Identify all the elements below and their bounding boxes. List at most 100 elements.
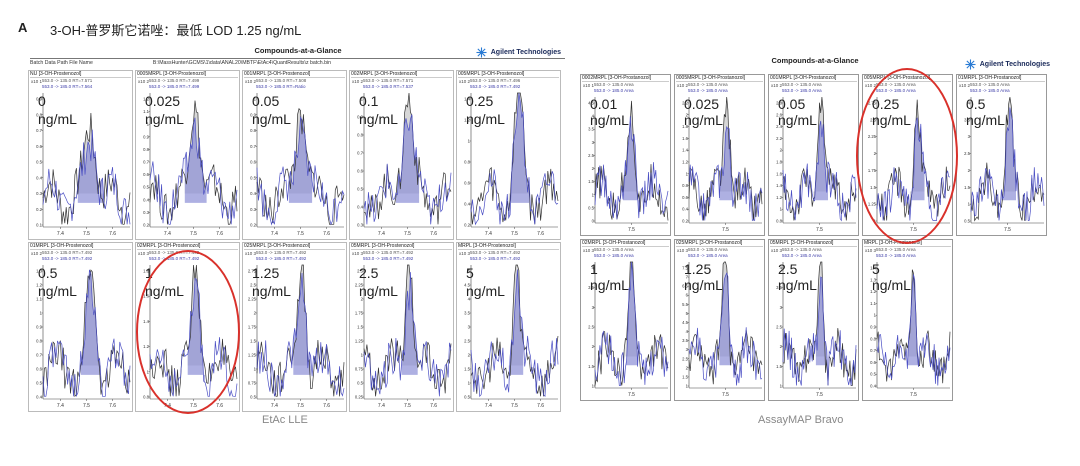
- chromatogram-cell: 4 3.5 3 2.5 2 1.5 1 7.5 02MRPL [3-OH-Prostanozol…: [580, 239, 671, 401]
- y-tick-label: 0.6: [682, 195, 688, 200]
- x-tick-label: 7.5: [722, 227, 729, 233]
- series-line-185: [688, 125, 763, 222]
- series-line-135: [876, 269, 951, 384]
- y-tick-label: 1: [686, 384, 689, 389]
- y-tick-label: 0.6: [143, 172, 149, 177]
- figure-letter: A: [18, 20, 28, 35]
- y-tick-label: 4.5: [682, 320, 688, 325]
- y-tick-label: 4.5: [464, 283, 470, 288]
- x-tick-label: 7.5: [511, 231, 518, 237]
- y-tick-label: 1.25: [355, 339, 364, 344]
- series-line-185: [782, 276, 857, 386]
- cell-y-scale: x10 2: [138, 79, 150, 84]
- concentration-unit: ng/mL: [778, 277, 817, 293]
- y-tick-label: 2.5: [357, 269, 363, 274]
- agilent-spark-icon: [965, 59, 976, 70]
- legend-transition-2: 553.0 -> 185.0 RT=7.492: [256, 255, 307, 261]
- cell-legend: 553.0 -> 135.0 Area 553.0 -> 185.0 Area: [782, 247, 822, 258]
- y-tick-label: 1: [254, 97, 257, 102]
- y-tick-label: 0.4: [870, 384, 876, 389]
- x-tick-label: 7.6: [537, 403, 544, 409]
- y-tick-label: 1.5: [776, 364, 782, 369]
- y-tick-label: 0.9: [36, 97, 42, 102]
- x-tick-label: 7.6: [109, 403, 116, 409]
- x-tick-label: 7.4: [57, 231, 64, 237]
- concentration-value: 0.05: [778, 96, 806, 112]
- y-tick-label: 0.3: [36, 191, 42, 196]
- peak-area-quantifier: [508, 269, 524, 393]
- batch-row: Batch Data Path File Name B:\MassHunter\…: [30, 58, 565, 66]
- y-tick-label: 0.4: [36, 175, 42, 180]
- x-tick-label: 7.4: [378, 231, 385, 237]
- legend-transition-2: 553.0 -> 185.0 RT=7.499: [149, 83, 200, 89]
- x-tick-label: 7.6: [323, 403, 330, 409]
- concentration-value: 2.5: [778, 261, 798, 277]
- legend-transition-1: 553.0 -> 135.0 Area: [782, 82, 822, 87]
- y-tick-label: 1: [780, 384, 783, 389]
- chromatogram-plot: 5 4.5 4 3.5 3 2.5 2 1.5 1 0.5 7.4 7.5 7.6: [464, 264, 559, 409]
- cell-legend: 553.0 -> 135.0 RT=7.508 553.0 -> 185.0 RT…: [256, 78, 306, 89]
- cell-sample-title: 05MRPL [3-OH-Prostanozol]: [770, 240, 857, 247]
- y-tick-label: 0.3: [143, 210, 149, 215]
- chromatogram-plot: 1.3 1.2 1.1 1 0.9 0.8 0.7 0.6 0.5 0.4 7.4 7.5 7.6: [36, 265, 131, 409]
- highlight-ellipse-bravo: [856, 68, 958, 244]
- x-tick-label: 7.4: [57, 403, 64, 409]
- y-tick-label: 1.2: [143, 97, 149, 102]
- y-tick-label: 0.4: [143, 197, 149, 202]
- y-tick-label: 0.8: [464, 160, 470, 165]
- series-line-185: [42, 129, 131, 225]
- y-tick-label: 1.4: [682, 148, 688, 153]
- y-tick-label: 1.8: [682, 124, 688, 129]
- series-line-135: [363, 264, 452, 397]
- legend-transition-1: 553.0 -> 135.0 Area: [594, 82, 634, 87]
- peak-area-quantifier: [80, 269, 101, 380]
- cell-legend: 553.0 -> 135.0 Area 553.0 -> 185.0 Area: [688, 247, 728, 258]
- series-line-135: [782, 261, 857, 386]
- y-tick-label: 1.4: [870, 266, 876, 271]
- y-tick-label: 2.5: [776, 325, 782, 330]
- peak-area-quantifier: [184, 117, 207, 203]
- y-tick-label: 6: [686, 293, 689, 298]
- legend-transition-1: 553.0 -> 135.0 Area: [688, 82, 728, 87]
- y-tick-label: 0.5: [250, 395, 256, 400]
- y-tick-label: 1.25: [248, 353, 257, 358]
- y-tick-label: 0.9: [870, 325, 876, 330]
- y-tick-label: 1: [686, 171, 689, 176]
- x-tick-label: 7.5: [83, 231, 90, 237]
- chromatogram-cell: 5 4.5 4 3.5 3 2.5 2 1.5 1 0.5 7.4 7.5 7.6 MRPL [3-OH-…: [456, 242, 561, 412]
- y-tick-label: 1.5: [964, 185, 970, 190]
- y-tick-label: 0.2: [36, 207, 42, 212]
- y-tick-label: 2.6: [776, 112, 782, 117]
- x-tick-label: 7.4: [271, 403, 278, 409]
- y-tick-label: 0.75: [355, 367, 364, 372]
- chromatogram-cell: 2.2 2 1.8 1.6 1.4 1.2 1 0.8 0.6 0.4 0.2 7.5 0005MRPL…: [674, 74, 765, 236]
- legend-transition-1: 553.0 -> 135.0 RT=7.492: [42, 250, 93, 255]
- y-tick-label: 1.6: [682, 136, 688, 141]
- agilent-spark-icon: [476, 47, 487, 58]
- y-tick-label: 1.3: [870, 277, 876, 282]
- y-tick-label: 0.9: [250, 112, 256, 117]
- cell-legend: 553.0 -> 135.0 RT=7.492 553.0 -> 185.0 RT…: [470, 250, 520, 261]
- chromatogram-plot: 2.75 2.5 2.25 2 1.75 1.5 1.25 1 0.75 0.5 7.4 7.5 7.6: [248, 264, 345, 409]
- cell-sample-title: 002MRPL [3-OH-Prostenozol]: [351, 71, 452, 78]
- y-tick-label: 3: [686, 347, 689, 352]
- chromatogram-cell: 2.8 2.6 2.4 2.2 2 1.8 1.6 1.4 1.2 1 0.8 7.5 001MRPL …: [768, 74, 859, 236]
- y-tick-label: 0.1: [36, 223, 42, 228]
- series-line-135: [688, 261, 763, 385]
- y-tick-label: 1.4: [776, 183, 782, 188]
- y-tick-label: 2.5: [964, 151, 970, 156]
- concentration-value: 5: [872, 261, 880, 277]
- y-tick-label: 7.5: [682, 266, 688, 271]
- y-tick-label: 1: [468, 381, 471, 386]
- cell-legend: 553.0 -> 135.0 Area 553.0 -> 185.0 Area: [594, 82, 634, 93]
- cell-y-scale: x10 2: [771, 83, 783, 88]
- y-tick-label: 6.5: [682, 284, 688, 289]
- chromatogram-cell: 1.3 1.2 1.1 1 0.9 0.8 0.7 0.6 0.5 0.4 7.4 7.5 7.6 01M…: [28, 242, 133, 412]
- right-chromatogram-grid: 4.5 4 3.5 3 2.5 2 1.5 1 0.5 0 7.5 0002MRPL [3-OH-Pr…: [580, 74, 1047, 401]
- right-brand: Agilent Technologies: [965, 59, 1050, 70]
- chromatogram-cell: 1.2 1.1 1 0.9 0.8 0.7 0.6 0.5 0.4 0.3 0.2 7.4 7.5 7.6…: [135, 70, 240, 240]
- x-tick-label: 7.4: [485, 403, 492, 409]
- cell-sample-title: 001MRPL [3-OH-Prostenozol]: [244, 71, 345, 78]
- legend-transition-1: 553.0 -> 135.0 RT=7.571: [42, 78, 93, 83]
- y-tick-label: 1.2: [870, 289, 876, 294]
